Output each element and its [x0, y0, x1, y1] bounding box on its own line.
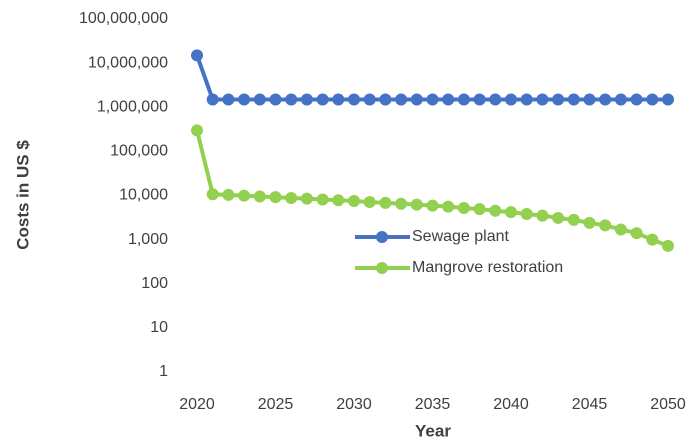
marker [206, 93, 219, 106]
marker [583, 216, 596, 229]
y-tick-label: 10 [150, 319, 168, 336]
y-tick-label: 1 [159, 363, 168, 380]
marker [646, 233, 659, 246]
marker [567, 93, 580, 106]
y-tick-label: 10,000 [119, 187, 168, 204]
marker [630, 93, 643, 106]
marker [552, 211, 565, 224]
marker [379, 196, 392, 209]
marker [520, 93, 533, 106]
legend-label: Mangrove restoration [412, 259, 563, 276]
marker [662, 93, 674, 106]
marker [520, 208, 533, 221]
marker [300, 93, 313, 106]
marker [536, 93, 549, 106]
marker [567, 213, 580, 226]
marker [348, 93, 360, 106]
marker [238, 189, 251, 202]
marker [489, 204, 502, 217]
marker [410, 93, 423, 106]
x-tick-label: 2035 [415, 396, 451, 413]
x-tick-label: 2020 [179, 396, 215, 413]
legend-label: Sewage plant [412, 228, 510, 245]
marker [379, 93, 392, 106]
marker [316, 93, 329, 106]
marker [332, 194, 345, 207]
marker [505, 93, 517, 106]
marker [457, 202, 470, 215]
marker [191, 49, 203, 62]
marker [410, 198, 423, 211]
marker [552, 93, 565, 106]
series-line [195, 54, 668, 102]
marker [300, 192, 313, 205]
y-tick-label: 100,000 [110, 143, 168, 160]
marker [285, 93, 298, 106]
y-tick-label: 100 [141, 275, 168, 292]
marker [536, 209, 549, 222]
marker [222, 93, 235, 106]
y-tick-label: 100,000,000 [79, 10, 168, 27]
marker [646, 93, 659, 106]
marker [426, 199, 439, 212]
marker [253, 190, 266, 203]
x-tick-label: 2050 [650, 396, 686, 413]
marker [348, 195, 360, 208]
marker [363, 93, 376, 106]
marker [285, 191, 298, 204]
marker [614, 93, 627, 106]
marker [191, 124, 203, 137]
marker [426, 93, 439, 106]
marker [269, 191, 282, 204]
marker [253, 93, 266, 106]
y-tick-label: 1,000 [128, 231, 168, 248]
x-tick-label: 2040 [493, 396, 529, 413]
marker [662, 239, 674, 252]
marker [505, 206, 517, 219]
marker [395, 197, 408, 210]
marker [395, 93, 408, 106]
marker [269, 93, 282, 106]
marker [457, 93, 470, 106]
legend-marker [376, 231, 388, 243]
marker [614, 223, 627, 236]
marker [332, 93, 345, 106]
y-tick-label: 1,000,000 [97, 98, 168, 115]
marker [222, 188, 235, 201]
x-tick-label: 2045 [572, 396, 608, 413]
marker [363, 196, 376, 209]
marker [442, 93, 455, 106]
marker [473, 203, 486, 216]
legend-marker [376, 262, 388, 274]
marker [630, 227, 643, 240]
marker [599, 93, 612, 106]
y-axis-title: Costs in US $ [13, 140, 32, 250]
x-tick-label: 2030 [336, 396, 372, 413]
marker [489, 93, 502, 106]
y-tick-label: 10,000,000 [88, 54, 168, 71]
x-axis-title: Year [415, 421, 451, 440]
marker [583, 93, 596, 106]
marker [599, 219, 612, 232]
marker [316, 193, 329, 206]
marker [473, 93, 486, 106]
marker [442, 200, 455, 213]
marker [238, 93, 251, 106]
marker [206, 188, 219, 201]
x-tick-label: 2025 [258, 396, 294, 413]
